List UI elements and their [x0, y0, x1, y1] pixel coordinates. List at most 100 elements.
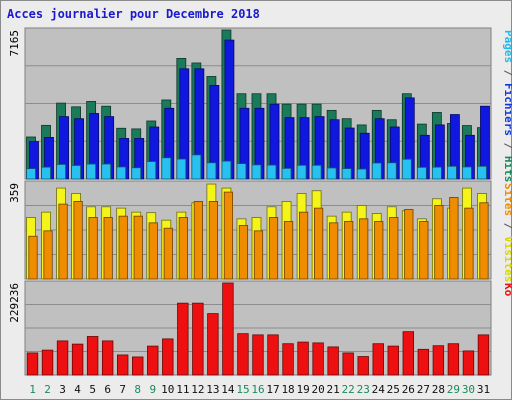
hits-panel-legend-item: / — [502, 136, 512, 156]
x-tick-label-day-4: 4 — [74, 383, 81, 396]
hits-panel-legend-item: Pages — [502, 30, 512, 63]
x-tick-label-day-29: 29 — [447, 383, 460, 396]
kb-panel-bar-ko-day-21 — [327, 346, 339, 376]
hits-panel-bar-pages-day-17 — [266, 164, 277, 180]
visits-panel-bar-sites-day-27 — [419, 221, 429, 280]
visits-panel-legend: Sites / Visites — [502, 183, 512, 282]
kb-panel-bar-ko-day-28 — [432, 345, 445, 376]
visits-panel-bar-sites-day-17 — [268, 217, 279, 280]
hits-panel-bar-pages-day-25 — [386, 162, 397, 180]
visits-panel-bar-sites-day-11 — [178, 217, 188, 280]
hits-panel-bar-pages-day-14 — [221, 160, 232, 180]
visits-panel-bar-sites-day-26 — [404, 209, 414, 280]
kb-panel-bar-ko-day-11 — [177, 302, 189, 376]
kb-panel-bar-ko-day-26 — [402, 331, 415, 376]
kb-panel-bar-ko-day-23 — [357, 356, 369, 376]
x-tick-label-day-16: 16 — [251, 383, 264, 396]
kb-panel-bar-ko-day-2 — [41, 349, 54, 376]
kb-panel-bar-ko-day-27 — [417, 348, 430, 376]
hits-panel-bar-pages-day-12 — [191, 154, 202, 180]
x-tick-label-day-25: 25 — [387, 383, 400, 396]
visits-panel-bar-sites-day-24 — [374, 221, 384, 280]
visits-panel-legend-item: / — [502, 216, 512, 236]
kb-panel-bar-ko-day-9 — [147, 345, 159, 376]
hits-panel-legend-item: / — [502, 63, 512, 83]
hits-panel-bar-pages-day-31 — [477, 165, 487, 180]
hits-panel-bar-pages-day-24 — [371, 162, 382, 180]
visits-panel-bar-sites-day-15 — [238, 225, 249, 280]
visits-panel-bar-sites-day-19 — [298, 211, 309, 280]
x-tick-label-day-23: 23 — [357, 383, 370, 396]
x-tick-label-day-13: 13 — [206, 383, 219, 396]
visits-panel-bar-sites-day-25 — [389, 217, 399, 280]
hits-panel-bar-pages-day-26 — [401, 158, 412, 180]
x-tick-label-day-17: 17 — [266, 383, 279, 396]
x-tick-label-day-10: 10 — [161, 383, 174, 396]
hits-panel-bar-pages-day-20 — [311, 164, 322, 180]
hits-panel-bar-fichiers-day-14 — [224, 39, 235, 180]
hits-panel-legend: Pages / Fichiers / Hits — [502, 30, 512, 182]
visits-panel-bar-sites-day-5 — [88, 217, 98, 280]
x-tick-label-day-20: 20 — [312, 383, 325, 396]
visits-panel-bar-sites-day-2 — [43, 230, 53, 280]
x-tick-label-day-24: 24 — [372, 383, 386, 396]
kb-panel-bar-ko-day-24 — [372, 343, 384, 376]
visits-panel-bar-sites-day-7 — [118, 215, 128, 280]
x-tick-label-day-21: 21 — [327, 383, 340, 396]
visits-panel-bar-sites-day-1 — [28, 235, 38, 280]
hits-panel-bar-pages-day-1 — [26, 168, 36, 180]
x-tick-label-day-1: 1 — [29, 383, 36, 396]
hits-panel-bar-pages-day-23 — [356, 168, 367, 180]
visits-panel-bar-sites-day-10 — [163, 227, 173, 280]
kb-panel-bar-ko-day-3 — [56, 340, 69, 376]
hits-panel-bar-pages-day-29 — [447, 165, 457, 180]
kb-panel-bar-ko-day-14 — [222, 282, 234, 376]
x-tick-label-day-27: 27 — [417, 383, 430, 396]
hits-panel-bar-pages-day-28 — [431, 166, 442, 180]
x-tick-label-day-9: 9 — [149, 383, 156, 396]
visits-panel-bar-sites-day-31 — [479, 202, 489, 280]
hits-panel-bar-pages-day-15 — [236, 163, 247, 180]
kb-panel-bar-ko-day-8 — [132, 356, 144, 376]
hits-panel-bar-pages-day-13 — [206, 162, 217, 180]
visits-panel-bar-sites-day-29 — [449, 197, 459, 280]
kb-panel-bar-ko-day-29 — [447, 343, 460, 376]
kb-panel-bar-ko-day-18 — [282, 343, 294, 376]
x-tick-label-day-8: 8 — [134, 383, 141, 396]
visits-panel-bar-sites-day-16 — [253, 230, 264, 280]
kb-panel-bar-ko-day-25 — [387, 345, 399, 376]
hits-panel-bar-pages-day-11 — [176, 158, 187, 180]
hits-panel-max-label: 7165 — [8, 30, 21, 57]
kb-panel-bar-ko-day-16 — [252, 334, 264, 376]
visits-panel-bar-sites-day-18 — [283, 221, 294, 280]
kb-panel-bar-ko-day-1 — [26, 352, 39, 376]
hits-panel-bar-pages-day-19 — [296, 164, 307, 180]
visits-panel-max-label: 359 — [8, 183, 21, 203]
x-tick-label-day-30: 30 — [462, 383, 475, 396]
x-tick-label-day-12: 12 — [191, 383, 204, 396]
hits-panel-bar-pages-day-16 — [251, 164, 262, 180]
kb-panel-max-label: 229236 — [8, 283, 21, 323]
x-tick-label-day-31: 31 — [477, 383, 490, 396]
kb-panel-bar-ko-day-13 — [207, 313, 219, 376]
kb-panel-bar-ko-day-17 — [267, 334, 279, 376]
visits-panel-bar-sites-day-8 — [133, 215, 143, 280]
hits-panel-bar-pages-day-5 — [86, 163, 97, 180]
hits-panel-bar-pages-day-10 — [161, 157, 172, 180]
kb-panel-bar-ko-day-6 — [101, 340, 114, 376]
kb-panel-bar-ko-day-5 — [86, 336, 99, 376]
kb-panel-bar-ko-day-30 — [462, 350, 475, 376]
x-tick-label-day-11: 11 — [176, 383, 189, 396]
hits-panel-bar-pages-day-27 — [416, 166, 427, 180]
kb-panel-bar-ko-day-31 — [477, 334, 490, 376]
x-tick-label-day-22: 22 — [342, 383, 355, 396]
kb-panel-bar-ko-day-7 — [116, 354, 129, 376]
x-tick-label-day-15: 15 — [236, 383, 249, 396]
hits-panel-bar-pages-day-6 — [101, 163, 112, 180]
hits-panel-bar-pages-day-21 — [326, 167, 337, 180]
kb-panel-bar-ko-day-19 — [297, 341, 309, 376]
x-tick-label-day-26: 26 — [402, 383, 415, 396]
x-tick-label-day-3: 3 — [59, 383, 66, 396]
